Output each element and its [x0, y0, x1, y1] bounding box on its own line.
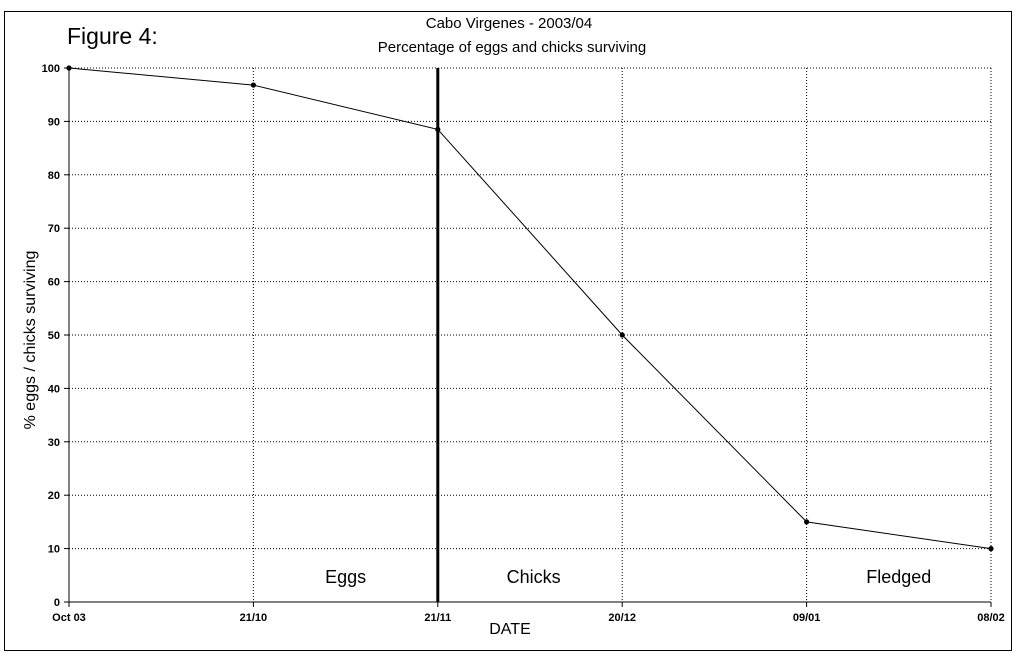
region-label: Eggs — [325, 567, 366, 587]
data-point — [804, 519, 810, 525]
chart-frame — [4, 11, 1012, 651]
y-tick-label: 30 — [48, 437, 60, 449]
y-tick-label: 20 — [48, 490, 60, 502]
x-tick-label: 09/01 — [793, 612, 821, 624]
y-tick-label: 90 — [48, 116, 60, 128]
data-point — [619, 332, 625, 338]
x-tick-label: 08/02 — [977, 612, 1005, 624]
y-tick-label: 10 — [48, 544, 60, 556]
x-tick-label: 21/10 — [240, 612, 268, 624]
region-label: Chicks — [507, 567, 561, 587]
data-point — [66, 65, 72, 71]
x-tick-label: Oct 03 — [52, 612, 86, 624]
y-tick-label: 80 — [48, 170, 60, 182]
data-point — [435, 126, 441, 133]
series-line — [68, 67, 992, 550]
y-tick-label: 50 — [48, 330, 60, 342]
chart-title: Cabo Virgenes - 2003/04 — [425, 15, 593, 32]
x-tick-label: 20/12 — [608, 612, 636, 624]
y-tick-label: 40 — [48, 383, 60, 395]
chart-subtitle: Percentage of eggs and chicks surviving — [377, 39, 647, 56]
data-point — [988, 546, 994, 552]
data-point — [250, 82, 256, 88]
region-label: Fledged — [866, 567, 931, 587]
x-tick-label: 21/11 — [424, 612, 451, 624]
y-tick-label: 70 — [48, 223, 60, 235]
figure-label: Figure 4: — [67, 23, 158, 49]
y-tick-label: 60 — [48, 277, 60, 289]
y-tick-label: 100 — [42, 63, 60, 75]
y-axis-title: % eggs / chicks surviving — [22, 251, 39, 430]
y-tick-label: 0 — [54, 597, 60, 609]
x-axis-title: DATE — [489, 621, 530, 638]
